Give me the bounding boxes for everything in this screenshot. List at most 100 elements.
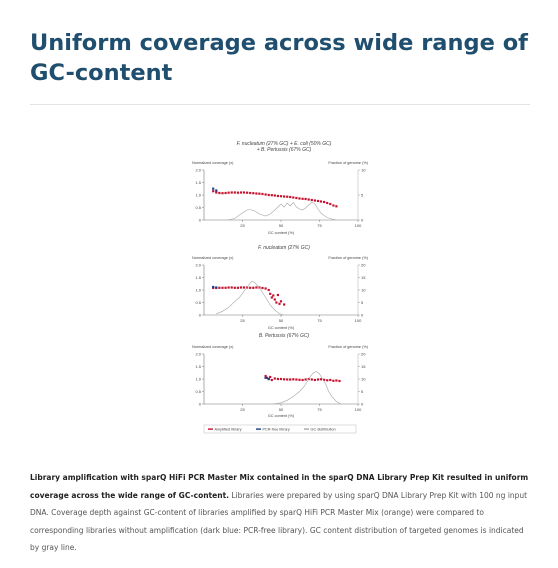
data-point: [258, 286, 261, 289]
data-point: [332, 204, 335, 207]
coverage-figure-svg: F. nucleatum (27% GC) + E. coli (50% GC)…: [192, 141, 369, 434]
y-tick-label: 2.0: [195, 351, 201, 356]
data-point: [307, 198, 310, 201]
data-point: [279, 195, 283, 198]
series-pcr-free-library: [264, 376, 270, 381]
data-point: [310, 378, 313, 381]
y2-tick-label: 20: [361, 351, 366, 356]
data-point: [279, 300, 283, 303]
legend-swatch: [208, 428, 213, 430]
y2-tick-label: 0: [361, 401, 364, 406]
data-point: [242, 191, 246, 194]
y2-tick-label: 15: [361, 275, 366, 280]
data-point: [313, 199, 316, 202]
data-point: [267, 377, 270, 381]
series-pcr-free-library: [212, 285, 218, 289]
series-line-gc-distribution: [273, 371, 342, 405]
x-axis-label: GC content (%): [268, 231, 295, 235]
data-point: [212, 285, 215, 289]
series-line-gc-distribution: [227, 201, 337, 221]
data-point: [246, 191, 249, 194]
data-point: [283, 303, 286, 306]
chart-panel-2: F. nucleatum (27% GC) Normalized coverage…: [192, 245, 369, 330]
data-point: [278, 302, 281, 305]
series-amplified-library: [212, 286, 286, 306]
data-point: [316, 199, 320, 203]
legend-box: [203, 424, 357, 434]
data-point: [236, 286, 239, 289]
x-tick-label: 100: [355, 407, 362, 412]
data-point: [332, 379, 335, 382]
x-tick-label: 100: [355, 318, 362, 323]
y2-tick-label: 10: [361, 287, 366, 292]
chart-panel-1: F. nucleatum (27% GC) + E. coli (50% GC)…: [192, 141, 369, 235]
data-point: [286, 195, 289, 198]
data-point: [236, 191, 239, 194]
x-tick-label: 50: [279, 407, 284, 412]
y-tick-label: 0.5: [195, 300, 201, 305]
data-point: [310, 198, 313, 202]
series-pcr-free-library: [212, 187, 218, 192]
data-point: [323, 378, 326, 381]
data-point: [261, 192, 264, 196]
data-point: [272, 294, 275, 297]
data-point: [270, 194, 273, 197]
data-point: [329, 202, 332, 206]
data-point: [221, 192, 224, 195]
data-point: [289, 378, 292, 381]
data-point: [338, 379, 341, 383]
data-point: [335, 205, 338, 208]
x-tick-label: 75: [317, 407, 322, 412]
data-point: [270, 296, 273, 299]
data-point: [258, 192, 261, 195]
x-tick-label: 50: [279, 318, 284, 323]
data-point: [295, 378, 298, 381]
y2-tick-label: 0: [361, 217, 364, 222]
y2-tick-label: 5: [361, 300, 364, 305]
data-point: [283, 378, 286, 381]
data-point: [326, 201, 329, 205]
data-point: [319, 200, 323, 203]
data-point: [242, 286, 246, 289]
y2-tick-label: 0: [361, 312, 364, 317]
chart-title-line: F. nucleatum (27% GC) + E. coli (50% GC): [237, 141, 332, 147]
data-point: [267, 288, 270, 292]
legend-swatch: [304, 428, 309, 430]
series-line-gc-distribution: [216, 280, 285, 316]
data-point: [329, 378, 332, 382]
x-axis-label: GC content (%): [268, 326, 295, 330]
y-tick-label: 2.0: [195, 167, 201, 172]
data-point: [335, 379, 338, 382]
y-tick-label: 1.0: [195, 376, 201, 381]
data-point: [255, 192, 258, 195]
data-point: [283, 195, 286, 198]
y-tick-label: 1.5: [195, 275, 201, 280]
data-point: [270, 378, 273, 382]
data-point: [292, 196, 295, 199]
data-point: [269, 375, 272, 379]
x-tick-label: 25: [240, 223, 245, 228]
data-point: [304, 197, 307, 201]
x-tick-label: 25: [240, 318, 245, 323]
data-point: [273, 377, 276, 380]
y-tick-label: 1.5: [195, 364, 201, 369]
chart-panel-3: B. Pertussis (67% GC) Normalized coverage…: [192, 333, 369, 418]
data-point: [233, 191, 236, 194]
data-point: [212, 187, 215, 190]
data-point: [264, 193, 267, 196]
y2-tick-label: 15: [361, 364, 366, 369]
y2-axis-label: Fraction of genome (%): [328, 161, 368, 165]
data-point: [269, 292, 272, 295]
data-point: [266, 376, 269, 379]
figure-caption: Library amplification with sparQ HiFi PC…: [30, 469, 530, 557]
data-point: [301, 378, 304, 382]
data-point: [273, 298, 276, 301]
chart-title-line: + B. Pertussis (67% GC): [257, 147, 312, 153]
y-tick-label: 2.0: [195, 262, 201, 267]
coverage-figure: F. nucleatum (27% GC) + E. coli (50% GC)…: [188, 132, 380, 442]
y-tick-label: 1.0: [195, 287, 201, 292]
data-point: [264, 287, 267, 290]
data-point: [249, 191, 252, 195]
data-point: [230, 286, 233, 289]
legend-label: GC distribution: [311, 428, 336, 432]
